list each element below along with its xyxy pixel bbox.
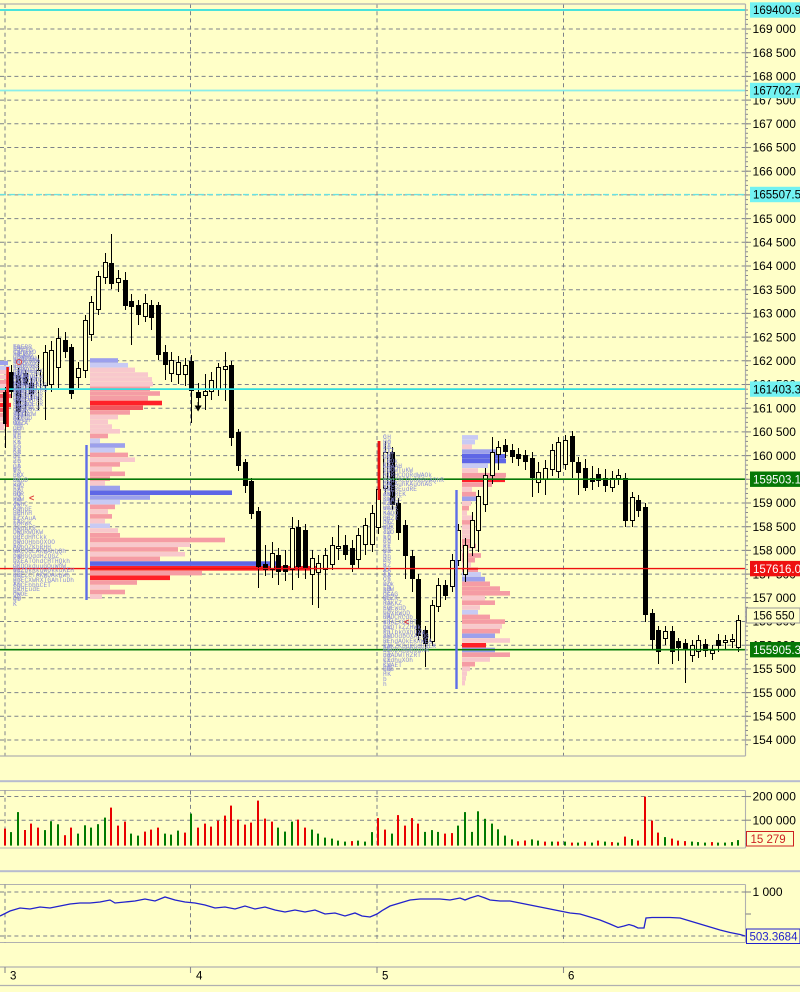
svg-text:155 500: 155 500 bbox=[753, 662, 797, 676]
svg-text:166 500: 166 500 bbox=[753, 141, 797, 155]
svg-text:158 500: 158 500 bbox=[753, 520, 797, 534]
svg-text:CW: CW bbox=[13, 595, 21, 602]
svg-text:154 500: 154 500 bbox=[753, 710, 797, 724]
svg-text:200 000: 200 000 bbox=[753, 790, 797, 804]
svg-text:168 000: 168 000 bbox=[753, 70, 797, 84]
svg-text:<: < bbox=[29, 493, 34, 503]
svg-text:160 500: 160 500 bbox=[753, 425, 797, 439]
svg-text:164 000: 164 000 bbox=[753, 259, 797, 273]
svg-text:6: 6 bbox=[568, 971, 574, 983]
svg-text:155905.3: 155905.3 bbox=[753, 645, 800, 657]
svg-text:503.3684: 503.3684 bbox=[750, 931, 799, 943]
svg-text:QG: QG bbox=[383, 666, 391, 673]
svg-text:163 500: 163 500 bbox=[753, 283, 797, 297]
svg-text:165 000: 165 000 bbox=[753, 212, 797, 226]
svg-text:169 000: 169 000 bbox=[753, 22, 797, 36]
svg-text:156 550: 156 550 bbox=[753, 611, 795, 623]
svg-text:h: h bbox=[383, 681, 387, 688]
svg-text:3: 3 bbox=[10, 971, 16, 983]
svg-text:1 000: 1 000 bbox=[753, 885, 783, 899]
svg-text:15 279: 15 279 bbox=[751, 834, 786, 846]
svg-text:159 000: 159 000 bbox=[753, 496, 797, 510]
svg-text:167702.7: 167702.7 bbox=[753, 86, 800, 98]
svg-text:161403.3: 161403.3 bbox=[753, 384, 800, 396]
svg-text:163 000: 163 000 bbox=[753, 307, 797, 321]
svg-text:167 000: 167 000 bbox=[753, 117, 797, 131]
svg-text:169400.9: 169400.9 bbox=[753, 5, 800, 17]
svg-text:DH: DH bbox=[22, 417, 30, 424]
svg-text:161 000: 161 000 bbox=[753, 401, 797, 415]
svg-text:166 000: 166 000 bbox=[753, 164, 797, 178]
svg-text:K: K bbox=[13, 601, 17, 608]
svg-text:157616.0: 157616.0 bbox=[753, 564, 800, 576]
svg-text:158 000: 158 000 bbox=[753, 544, 797, 558]
svg-text:100 000: 100 000 bbox=[753, 813, 797, 827]
svg-text:160 000: 160 000 bbox=[753, 449, 797, 463]
svg-text:154 000: 154 000 bbox=[753, 733, 797, 747]
svg-text:162 000: 162 000 bbox=[753, 354, 797, 368]
svg-text:4: 4 bbox=[196, 971, 203, 983]
svg-text:164 500: 164 500 bbox=[753, 236, 797, 250]
svg-text:155 000: 155 000 bbox=[753, 686, 797, 700]
svg-text:168 500: 168 500 bbox=[753, 46, 797, 60]
svg-text:<: < bbox=[404, 617, 409, 627]
svg-text:5: 5 bbox=[382, 971, 388, 983]
svg-text:159503.1: 159503.1 bbox=[753, 474, 800, 486]
svg-text:162 500: 162 500 bbox=[753, 330, 797, 344]
svg-text:157 000: 157 000 bbox=[753, 591, 797, 605]
svg-text:165507.5: 165507.5 bbox=[753, 190, 800, 202]
